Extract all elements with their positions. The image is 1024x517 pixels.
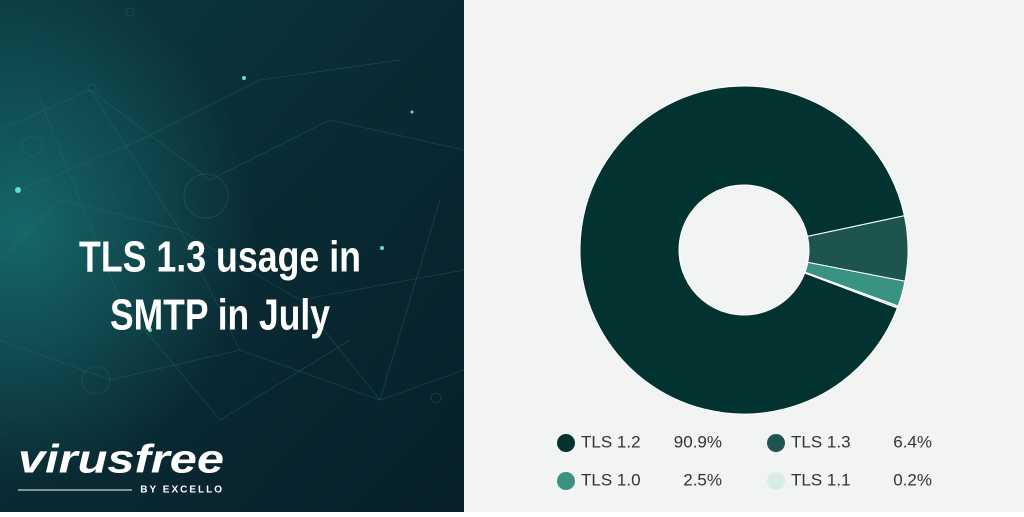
legend-marker [557, 472, 575, 490]
legend-label: TLS 1.3 [791, 432, 851, 451]
legend-marker [767, 434, 785, 452]
brand-name: virusfree [18, 438, 224, 482]
donut-slice [804, 271, 899, 309]
legend-value: 0.2% [893, 470, 932, 489]
legend-label: TLS 1.1 [791, 470, 851, 489]
legend-label: TLS 1.0 [581, 470, 641, 489]
network-dots [15, 76, 414, 332]
title-line: TLS 1.3 usage in [79, 233, 361, 282]
network-decoration [0, 7, 465, 421]
donut-slice [579, 85, 905, 415]
glow [0, 0, 464, 512]
legend-value: 90.9% [674, 432, 722, 451]
legend-marker [767, 472, 785, 490]
legend-marker [557, 434, 575, 452]
chart-panel [464, 0, 1024, 512]
legend-label: TLS 1.2 [581, 432, 641, 451]
legend-value: 6.4% [893, 432, 932, 451]
title-line: SMTP in July [110, 291, 330, 340]
legend-value: 2.5% [683, 470, 722, 489]
brand-tagline: BY EXCELLO [140, 485, 224, 496]
